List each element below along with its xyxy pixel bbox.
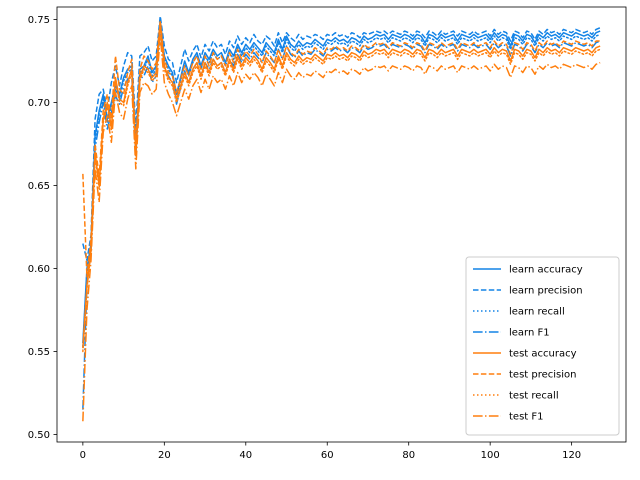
series-group — [82, 15, 601, 422]
x-tick-label: 20 — [158, 450, 171, 461]
y-tick-label: 0.65 — [28, 181, 50, 192]
y-tick-label: 0.70 — [28, 98, 50, 109]
series-line-learn-recall — [82, 22, 601, 348]
y-tick-label: 0.55 — [28, 347, 50, 358]
x-axis: 0 20 40 60 80 100 120 — [80, 442, 581, 461]
series-line-test-accuracy — [82, 22, 601, 349]
x-tick-label: 120 — [562, 450, 581, 461]
legend: learn accuracy learn precision learn recal… — [465, 256, 620, 436]
legend-label: learn precision — [509, 286, 583, 297]
series-line-test-recall — [82, 25, 601, 353]
series-line-test-precision — [82, 20, 601, 278]
y-axis: 0.50 0.55 0.60 0.65 0.70 0.75 — [28, 15, 57, 441]
x-tick-label: 60 — [321, 450, 334, 461]
axes-spines — [56, 6, 627, 443]
legend-label: test precision — [509, 370, 577, 381]
series-line-learn-precision — [82, 15, 601, 261]
x-tick-label: 40 — [239, 450, 252, 461]
series-line-test-F1 — [82, 35, 601, 422]
axes-frame — [56, 6, 627, 443]
legend-label: test accuracy — [509, 349, 577, 360]
x-tick-label: 0 — [80, 450, 86, 461]
x-tick-label: 100 — [481, 450, 500, 461]
legend-label: learn F1 — [509, 328, 550, 339]
series-line-learn-accuracy — [82, 18, 601, 344]
legend-label: learn recall — [509, 307, 565, 318]
y-tick-label: 0.50 — [28, 430, 50, 441]
y-tick-label: 0.60 — [28, 264, 50, 275]
legend-label: test recall — [509, 391, 559, 402]
legend-box — [465, 256, 620, 436]
legend-label: learn accuracy — [509, 265, 583, 276]
legend-label: test F1 — [509, 412, 544, 423]
x-tick-label: 80 — [402, 450, 415, 461]
y-tick-label: 0.75 — [28, 15, 50, 26]
